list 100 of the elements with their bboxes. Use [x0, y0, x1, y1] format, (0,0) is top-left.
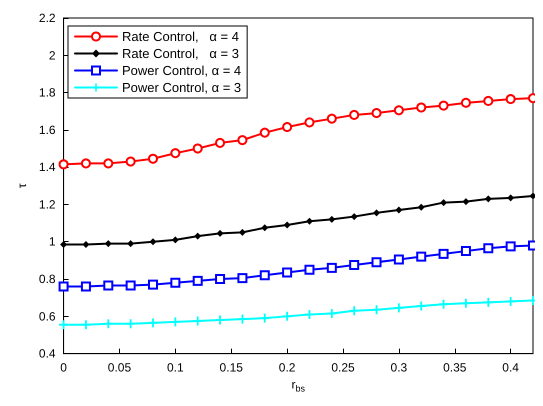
point: [126, 156, 136, 167]
point: [350, 213, 358, 220]
point: [483, 96, 494, 106]
point: [327, 309, 336, 318]
point: [170, 317, 180, 326]
point: [304, 117, 314, 128]
y-tick-label: 0.8: [38, 272, 56, 286]
point: [484, 195, 492, 202]
point: [148, 154, 158, 164]
point: [192, 276, 203, 286]
legend-label: Rate Control, α = 4: [122, 29, 239, 44]
point: [438, 248, 449, 259]
point: [483, 243, 494, 254]
point: [506, 296, 516, 306]
point: [326, 114, 337, 124]
point: [394, 254, 404, 264]
point: [461, 298, 470, 308]
point: [103, 280, 114, 291]
point: [194, 232, 202, 240]
point: [416, 302, 426, 311]
point: [507, 194, 514, 202]
point: [506, 94, 516, 104]
point: [416, 102, 426, 112]
point: [126, 319, 136, 328]
point: [439, 300, 448, 309]
point: [326, 262, 337, 273]
point: [304, 264, 314, 275]
x-tick-label: 0.25: [331, 360, 355, 375]
x-tick-label: 0.35: [443, 360, 467, 375]
point: [394, 303, 404, 312]
point: [462, 198, 470, 206]
point: [127, 240, 134, 248]
point: [172, 236, 179, 244]
point: [80, 158, 91, 168]
point: [440, 199, 448, 206]
legend-label: Power Control, α = 4: [122, 63, 242, 78]
point: [215, 138, 226, 148]
x-tick-label: 0.2: [278, 360, 296, 375]
point: [349, 260, 360, 270]
point: [372, 108, 382, 118]
y-tick-label: 1.6: [38, 122, 56, 137]
point: [261, 224, 268, 232]
point: [148, 318, 158, 328]
point: [438, 100, 449, 111]
point: [306, 218, 313, 225]
point: [215, 274, 226, 284]
point: [328, 216, 336, 223]
point: [395, 206, 402, 214]
y-tick-label: 1: [48, 234, 56, 249]
y-axis-title: τ: [15, 183, 29, 188]
x-tick-label: 0.05: [108, 360, 132, 375]
point: [170, 278, 180, 288]
point: [460, 98, 471, 108]
x-tick-label: 0: [60, 360, 68, 375]
y-tick-label: 1.4: [38, 160, 56, 174]
point: [260, 270, 270, 280]
point: [149, 238, 156, 246]
point: [418, 204, 425, 211]
point: [282, 312, 292, 321]
point: [193, 316, 202, 326]
y-tick-label: 0.4: [38, 346, 56, 361]
point: [103, 158, 114, 168]
point: [460, 246, 471, 256]
point: [192, 144, 203, 154]
y-tick-label: 1.8: [38, 86, 56, 100]
point: [372, 305, 382, 314]
y-tick-label: 0.6: [38, 309, 56, 324]
point: [373, 209, 380, 216]
point: [237, 273, 248, 284]
point: [238, 228, 246, 236]
point: [216, 230, 224, 237]
x-tick-label: 0.3: [390, 360, 408, 375]
point: [59, 320, 68, 330]
point: [304, 310, 314, 319]
x-tick-label: 0.1: [167, 360, 184, 375]
point: [216, 316, 225, 325]
point: [126, 280, 136, 291]
point: [58, 281, 69, 292]
y-tick-label: 1.2: [38, 197, 56, 212]
y-tick-label: 2.2: [38, 11, 56, 25]
point: [394, 105, 404, 116]
point: [506, 241, 516, 252]
x-tick-label: 0.15: [220, 360, 244, 375]
point: [260, 128, 270, 138]
point: [349, 110, 360, 120]
point: [282, 267, 292, 278]
legend-label: Rate Control, α = 3: [122, 46, 239, 61]
point: [238, 314, 247, 324]
point: [237, 135, 248, 146]
point: [58, 159, 69, 170]
point: [80, 281, 91, 292]
legend-label: Power Control, α = 3: [122, 80, 242, 95]
point: [81, 320, 90, 330]
point: [416, 252, 426, 262]
x-tick-label: 0.4: [502, 360, 520, 375]
point: [104, 240, 112, 248]
point: [282, 122, 292, 132]
y-tick-label: 2: [48, 48, 56, 62]
point: [372, 257, 382, 268]
point: [170, 148, 180, 158]
